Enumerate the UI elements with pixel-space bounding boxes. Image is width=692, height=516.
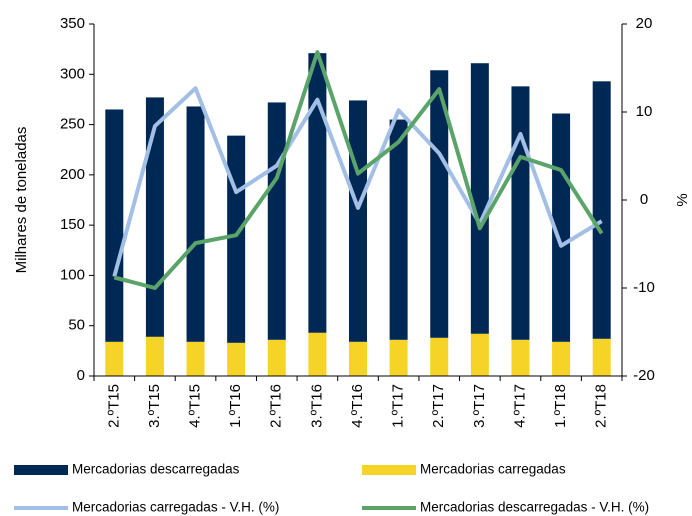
bar <box>349 100 367 342</box>
bar <box>592 81 611 339</box>
bar <box>308 53 327 333</box>
x-tick-label: 3.ºT17 <box>471 384 488 428</box>
bar <box>227 342 246 376</box>
y2-tick-label: 10 <box>636 103 653 120</box>
bar <box>145 336 164 376</box>
bar <box>511 86 530 340</box>
x-tick-label: 2.ºT15 <box>105 384 122 428</box>
bar <box>389 339 408 376</box>
bar <box>430 70 449 338</box>
y-tick-label: 200 <box>60 166 85 183</box>
bar <box>430 337 449 376</box>
line <box>113 50 604 290</box>
bar <box>349 341 367 376</box>
bar <box>308 332 327 376</box>
bar <box>186 106 205 342</box>
x-tick-label: 2.ºT18 <box>593 384 610 428</box>
bar <box>186 341 205 376</box>
x-tick-label: 4.ºT16 <box>349 384 366 428</box>
y-tick-label: 250 <box>60 116 85 133</box>
bar <box>145 97 164 337</box>
y-tick-label: 50 <box>68 317 85 334</box>
x-tick-label: 3.ºT15 <box>146 384 163 428</box>
bar <box>267 339 286 376</box>
x-tick-label: 3.ºT16 <box>308 384 325 428</box>
bar <box>227 135 246 343</box>
x-tick-label: 2.ºT16 <box>268 384 285 428</box>
x-tick-label: 1.ºT17 <box>390 384 407 428</box>
y2-tick-label: -20 <box>633 367 655 384</box>
y-tick-label: 100 <box>60 266 85 283</box>
legend-label: Mercadorias descarregadas <box>72 462 240 477</box>
bar <box>389 119 408 340</box>
bar <box>470 63 489 334</box>
bar <box>552 341 571 376</box>
y-tick-label: 0 <box>77 367 85 384</box>
bar <box>267 102 286 340</box>
legend-swatch <box>14 465 68 475</box>
y-tick-label: 150 <box>60 216 85 233</box>
y-axis-label: Milhares de toneladas <box>13 127 30 274</box>
y2-tick-label: 20 <box>636 15 653 32</box>
x-tick-label: 1.ºT18 <box>552 384 569 428</box>
bar <box>105 341 124 376</box>
y2-axis-label: % <box>674 193 691 206</box>
x-tick-label: 4.ºT17 <box>511 384 528 428</box>
legend-label: Mercadorias carregadas <box>420 462 566 477</box>
x-tick-label: 4.ºT15 <box>187 384 204 428</box>
y-tick-label: 300 <box>60 65 85 82</box>
y2-tick-label: 0 <box>640 191 648 208</box>
bar <box>592 338 611 376</box>
legend-label: Mercadorias carregadas - V.H. (%) <box>72 500 279 515</box>
bar <box>105 109 124 342</box>
bar <box>470 333 489 376</box>
x-tick-label: 1.ºT16 <box>227 384 244 428</box>
legend-swatch <box>362 465 416 475</box>
x-tick-label: 2.ºT17 <box>430 384 447 428</box>
y2-tick-label: -10 <box>633 279 655 296</box>
bar <box>511 339 530 376</box>
line <box>112 86 603 278</box>
legend-label: Mercadorias descarregadas - V.H. (%) <box>420 500 649 515</box>
y-tick-label: 350 <box>60 15 85 32</box>
